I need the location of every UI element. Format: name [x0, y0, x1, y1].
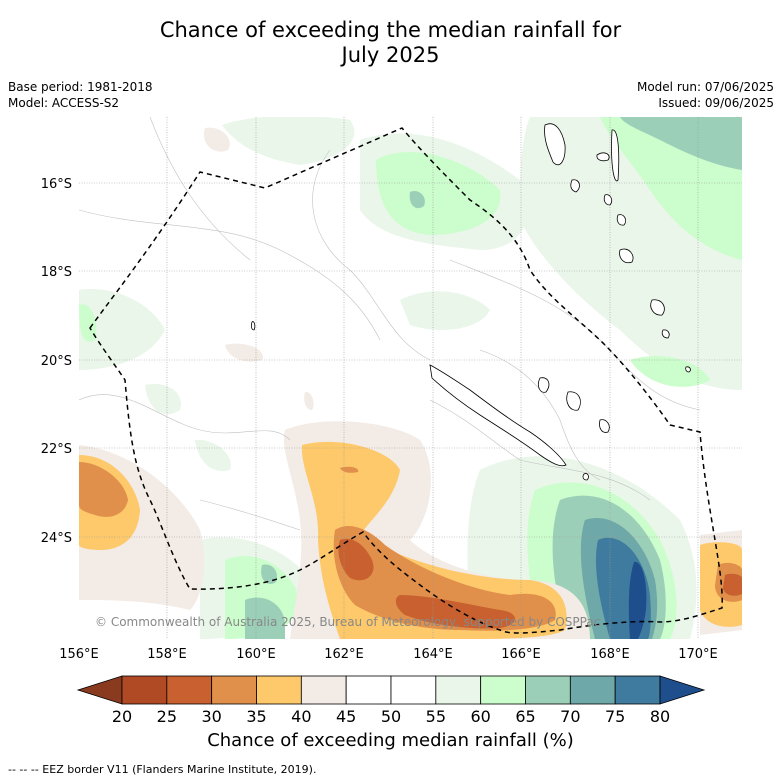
- vanuatu-island-6: [616, 214, 626, 226]
- matthew-island: [685, 366, 691, 373]
- colorbar-segment: [525, 675, 571, 705]
- lat-label: 16°S: [41, 177, 72, 192]
- colorbar-tick-label: 75: [605, 707, 625, 726]
- colorbar-under-triangle: [76, 675, 123, 705]
- lon-label: 164°E: [413, 647, 453, 662]
- issued-date: Issued: 09/06/2025: [658, 96, 774, 110]
- colorbar-segment: [345, 675, 392, 705]
- lon-label: 156°E: [59, 647, 99, 662]
- lon-label: 162°E: [324, 647, 364, 662]
- colorbar-tick-label: 30: [201, 707, 221, 726]
- latitude-labels: 16°S 18°S 20°S 22°S 24°S: [41, 177, 72, 546]
- colorbar: [76, 675, 706, 705]
- islands: [251, 123, 691, 481]
- colorbar-segment: [256, 675, 302, 705]
- colorbar-segment: [569, 675, 616, 705]
- vanuatu-island-5: [603, 194, 613, 206]
- loyalty-island-1: [538, 377, 550, 393]
- colorbar-tick-label: 25: [157, 707, 177, 726]
- vanuatu-island-7: [619, 248, 634, 264]
- colorbar-segment: [166, 675, 213, 705]
- colorbar-tick-label: 20: [112, 707, 132, 726]
- colorbar-segment: [300, 675, 347, 705]
- vanuatu-island-9: [661, 329, 670, 339]
- espiritu-santo-island: [544, 123, 566, 166]
- colorbar-tick-label: 50: [381, 707, 401, 726]
- colorbar-tick-label: 35: [246, 707, 266, 726]
- colorbar-segment: [435, 675, 482, 705]
- new-caledonia-island: [429, 364, 567, 467]
- loyalty-island-3: [599, 419, 610, 433]
- meta-left: Base period: 1981-2018 Model: ACCESS-S2: [8, 79, 153, 111]
- lat-label: 22°S: [41, 442, 72, 457]
- title-line-1: Chance of exceeding the median rainfall …: [159, 18, 622, 42]
- colorbar-tick-label: 40: [291, 707, 311, 726]
- colorbar-segment: [480, 675, 526, 705]
- longitude-labels: 156°E 158°E 160°E 162°E 164°E 166°E 168°…: [59, 647, 718, 662]
- lon-label: 168°E: [590, 647, 630, 662]
- colorbar-tick-label: 80: [650, 707, 670, 726]
- model-run: Model run: 07/06/2025: [636, 80, 774, 94]
- map-title: Chance of exceeding the median rainfall …: [0, 18, 781, 68]
- eez-border: [89, 127, 723, 634]
- contour-fields: [79, 117, 742, 639]
- lon-label: 170°E: [678, 647, 718, 662]
- contour-lines: [79, 117, 701, 531]
- vanuatu-island-4: [570, 179, 580, 193]
- model-name: Model: ACCESS-S2: [8, 96, 120, 110]
- lon-label: 160°E: [236, 647, 276, 662]
- vanuatu-island-8: [650, 299, 665, 316]
- loyalty-island-2: [566, 391, 581, 411]
- lat-label: 20°S: [41, 354, 72, 369]
- small-island-west: [251, 321, 256, 331]
- lon-label: 158°E: [147, 647, 187, 662]
- lon-label: 166°E: [501, 647, 541, 662]
- colorbar-segment: [121, 675, 168, 705]
- copyright-text: © Commonwealth of Australia 2025, Bureau…: [95, 615, 600, 629]
- colorbar-tick-label: 55: [426, 707, 446, 726]
- colorbar-tick-label: 70: [560, 707, 580, 726]
- vanuatu-island-3: [611, 129, 620, 182]
- colorbar-segment: [614, 675, 661, 705]
- colorbar-over-triangle: [659, 675, 706, 705]
- colorbar-segment: [211, 675, 257, 705]
- base-period: Base period: 1981-2018: [8, 80, 153, 94]
- lat-label: 18°S: [41, 265, 72, 280]
- title-line-2: July 2025: [341, 43, 440, 67]
- meta-right: Model run: 07/06/2025 Issued: 09/06/2025: [637, 79, 774, 111]
- colorbar-tick-label: 45: [336, 707, 356, 726]
- colorbar-tick-label: 60: [470, 707, 490, 726]
- isle-of-pines: [582, 473, 589, 481]
- colorbar-segment: [390, 675, 437, 705]
- lat-label: 24°S: [41, 531, 72, 546]
- gridlines: [79, 117, 742, 639]
- colorbar-tick-label: 65: [515, 707, 535, 726]
- colorbar-label: Chance of exceeding median rainfall (%): [207, 730, 574, 751]
- colorbar-ticks: 20 25 30 35 40 45 50 55 60 65 70 75 80: [112, 707, 670, 726]
- eez-footnote: -- -- -- EEZ border V11 (Flanders Marine…: [8, 763, 317, 776]
- vanuatu-island-2: [596, 152, 610, 162]
